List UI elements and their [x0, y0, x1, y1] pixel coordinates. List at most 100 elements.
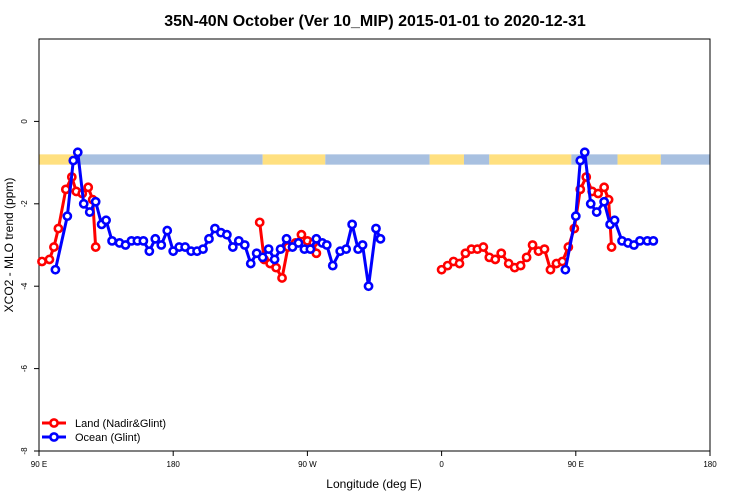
x-axis-label: Longitude (deg E) [326, 477, 421, 491]
ocean-point [591, 207, 602, 217]
land-sea-segment-sea [463, 154, 490, 165]
ocean-point [579, 147, 590, 158]
x-tick-label: 90 E [568, 460, 584, 469]
land-sea-segment-land [429, 154, 464, 165]
land-point [606, 242, 617, 252]
ocean-point [269, 254, 280, 265]
x-tick-label: 90 E [31, 460, 47, 469]
ocean-point [138, 235, 149, 246]
chart-title: 35N-40N October (Ver 10_MIP) 2015-01-01 … [164, 13, 586, 30]
legend-label-ocean: Ocean (Glint) [75, 432, 140, 444]
ocean-point [371, 223, 381, 234]
ocean-point [281, 233, 292, 244]
ocean-point [221, 229, 232, 240]
land-point [539, 244, 550, 255]
land-point [44, 254, 55, 265]
x-axis: 90 E 180 90 W 0 90 E 180 [31, 451, 717, 469]
land-point [496, 248, 507, 259]
ocean-point [156, 240, 167, 250]
ocean-point [275, 244, 286, 255]
ocean-point [84, 207, 95, 217]
land-sea-segment-sea [571, 154, 618, 165]
land-point [90, 242, 101, 252]
ocean-point [68, 155, 79, 166]
ocean-point [62, 211, 73, 222]
y-tick-label: -8 [20, 447, 29, 455]
land-point [454, 258, 465, 269]
x-tick-label: 90 W [298, 460, 317, 469]
legend-marker-land [49, 418, 59, 428]
legend-label-land: Land (Nadir&Glint) [75, 418, 166, 430]
x-tick-label: 0 [439, 460, 444, 469]
land-sea-segment-land [262, 154, 326, 165]
ocean-point [72, 147, 83, 158]
ocean-point [101, 215, 111, 226]
y-tick-label: -2 [20, 200, 29, 208]
y-axis-label: XCO2 - MLO trend (ppm) [2, 178, 16, 313]
ocean-point [107, 235, 117, 246]
land-point [277, 273, 287, 283]
land-sea-segment-sea [79, 154, 263, 165]
ocean-point [150, 233, 161, 244]
ocean-point [305, 244, 316, 255]
land-point [515, 260, 526, 271]
ocean-point [341, 244, 352, 255]
ocean-point [257, 252, 268, 263]
ocean-point [162, 225, 173, 236]
land-sea-segment-land [39, 154, 80, 165]
legend: Land (Nadir&Glint) Ocean (Glint) [42, 418, 166, 444]
land-point [83, 182, 94, 193]
land-point [271, 262, 281, 273]
land-sea-segment-land [489, 154, 572, 165]
y-tick-label: 0 [20, 119, 29, 124]
ocean-point [375, 233, 386, 244]
ocean-point [90, 196, 101, 207]
land-sea-segment-sea [660, 154, 710, 165]
ocean-point [347, 219, 358, 230]
ocean-point [293, 238, 304, 248]
land-point [53, 223, 64, 234]
ocean-point [204, 233, 214, 244]
ocean-point [239, 240, 250, 250]
ocean-point [245, 258, 256, 269]
land-point [254, 217, 265, 228]
series-layer [37, 147, 659, 292]
ocean-point [357, 240, 368, 250]
y-axis: 0 -2 -4 -6 -8 [20, 119, 39, 455]
x-tick-label: 180 [703, 460, 717, 469]
ocean-point [321, 240, 332, 250]
land-point [60, 184, 71, 195]
land-point [557, 256, 568, 267]
ocean-point [263, 244, 274, 255]
land-point [478, 242, 489, 252]
land-sea-bar [39, 154, 710, 165]
land-point [521, 252, 532, 263]
legend-marker-ocean [49, 432, 59, 442]
ocean-point [599, 196, 610, 207]
ocean-point [570, 211, 581, 222]
land-point [490, 254, 501, 265]
land-point [37, 256, 47, 267]
ocean-point [635, 235, 645, 246]
y-tick-label: -6 [20, 364, 29, 372]
ocean-point [648, 235, 659, 246]
ocean-point [50, 264, 61, 275]
land-point [599, 182, 610, 193]
ocean-point [575, 155, 586, 166]
ocean-point [327, 260, 338, 271]
land-sea-segment-land [617, 154, 661, 165]
ocean-point [585, 198, 596, 209]
ocean-point [363, 281, 374, 292]
plot-frame [38, 38, 711, 452]
ocean-point [198, 244, 208, 255]
land-point [527, 240, 538, 250]
x-tick-label: 180 [167, 460, 181, 469]
land-point [49, 242, 59, 252]
ocean-point [78, 198, 89, 209]
ocean-point [144, 246, 155, 257]
y-tick-label: -4 [20, 282, 29, 290]
land-point [296, 229, 307, 240]
land-point [545, 264, 556, 275]
ocean-point [609, 215, 620, 226]
